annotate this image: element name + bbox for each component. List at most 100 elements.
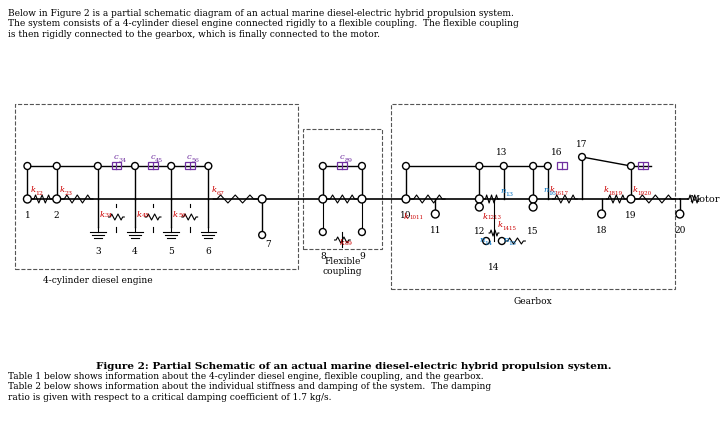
Circle shape (676, 210, 683, 218)
Text: 89: 89 (345, 158, 353, 163)
Circle shape (476, 195, 483, 203)
Text: 13: 13 (496, 148, 508, 157)
Text: k: k (100, 211, 105, 219)
Text: Flexible
coupling: Flexible coupling (323, 257, 362, 276)
Text: 67: 67 (216, 191, 224, 196)
Text: 34: 34 (105, 213, 113, 218)
Text: k: k (404, 213, 409, 221)
Text: 2: 2 (54, 211, 59, 220)
Text: 1617: 1617 (555, 191, 568, 196)
Bar (185, 162, 195, 169)
Text: c: c (150, 153, 155, 161)
Text: 6: 6 (206, 247, 211, 256)
Circle shape (476, 162, 483, 170)
Circle shape (530, 162, 536, 170)
Text: 4: 4 (132, 247, 138, 256)
Circle shape (132, 162, 138, 170)
Circle shape (498, 237, 505, 244)
Text: k: k (173, 211, 178, 219)
Text: 4-cylinder diesel engine: 4-cylinder diesel engine (43, 276, 153, 285)
Text: 15: 15 (509, 241, 517, 246)
Text: k: k (604, 186, 609, 194)
Text: k: k (211, 186, 216, 194)
Text: 8: 8 (320, 252, 326, 261)
Bar (337, 162, 348, 169)
Circle shape (476, 203, 483, 211)
Circle shape (432, 210, 439, 218)
Circle shape (627, 195, 635, 203)
Text: 1415: 1415 (502, 226, 517, 231)
Text: Figure 2: Partial Schematic of an actual marine diesel-electric hybrid propulsio: Figure 2: Partial Schematic of an actual… (96, 362, 612, 371)
Circle shape (54, 162, 60, 170)
Circle shape (258, 231, 266, 239)
Text: n: n (543, 186, 548, 194)
Circle shape (500, 162, 508, 170)
Bar (557, 162, 567, 169)
Bar (148, 162, 158, 169)
Text: n: n (479, 236, 484, 244)
Circle shape (529, 195, 537, 203)
Text: 11: 11 (429, 226, 441, 235)
Text: 7: 7 (265, 240, 271, 249)
Text: 18: 18 (596, 226, 607, 235)
Text: 12: 12 (35, 191, 43, 196)
Circle shape (94, 162, 101, 170)
Text: 17: 17 (576, 140, 588, 149)
Text: k: k (633, 186, 638, 194)
Bar (303, 129, 382, 249)
Text: 15: 15 (527, 227, 539, 236)
Bar (638, 162, 647, 169)
Circle shape (598, 210, 605, 218)
Text: 45: 45 (142, 213, 150, 218)
Text: c: c (340, 153, 344, 161)
Circle shape (358, 195, 366, 203)
Text: 5: 5 (168, 247, 174, 256)
Text: 56: 56 (178, 213, 186, 218)
Text: 56: 56 (192, 158, 200, 163)
Text: Gearbox: Gearbox (514, 297, 552, 306)
Circle shape (529, 203, 537, 211)
Text: k: k (498, 221, 503, 229)
Text: k: k (340, 239, 345, 247)
Text: n: n (501, 187, 506, 195)
Text: 14: 14 (488, 263, 500, 272)
Text: k: k (137, 211, 142, 219)
Text: 20: 20 (674, 226, 686, 235)
Text: Table 1 below shows information about the 4-cylinder diesel engine, flexible cou: Table 1 below shows information about th… (8, 372, 491, 402)
Text: 1213: 1213 (487, 215, 501, 220)
Circle shape (578, 154, 586, 161)
Circle shape (403, 162, 409, 170)
Text: c: c (187, 153, 192, 161)
Circle shape (358, 228, 366, 236)
Circle shape (258, 195, 266, 203)
Text: 23: 23 (64, 191, 72, 196)
Text: 16: 16 (551, 148, 563, 157)
Text: k: k (30, 186, 35, 194)
Text: k: k (550, 186, 555, 194)
Bar (391, 104, 675, 289)
Text: k: k (482, 213, 487, 221)
Text: 16: 16 (548, 191, 556, 196)
Bar (111, 162, 122, 169)
Text: 45: 45 (155, 158, 163, 163)
Circle shape (628, 162, 634, 170)
Circle shape (402, 195, 410, 203)
Text: 9: 9 (359, 252, 365, 261)
Circle shape (24, 162, 31, 170)
Text: 19: 19 (626, 211, 636, 220)
Text: 14: 14 (484, 241, 492, 246)
Text: 12: 12 (473, 227, 485, 236)
Circle shape (483, 237, 489, 244)
Circle shape (544, 162, 551, 170)
Text: Below in Figure 2 is a partial schematic diagram of an actual marine diesel-elec: Below in Figure 2 is a partial schematic… (8, 9, 518, 39)
Circle shape (358, 162, 366, 170)
Text: 1920: 1920 (638, 191, 652, 196)
Text: 1011: 1011 (409, 215, 423, 220)
Circle shape (205, 162, 212, 170)
Circle shape (168, 162, 174, 170)
Text: n: n (504, 236, 509, 244)
Circle shape (53, 195, 61, 203)
Text: k: k (59, 186, 64, 194)
Text: 3: 3 (95, 247, 101, 256)
Text: 89: 89 (345, 241, 353, 246)
